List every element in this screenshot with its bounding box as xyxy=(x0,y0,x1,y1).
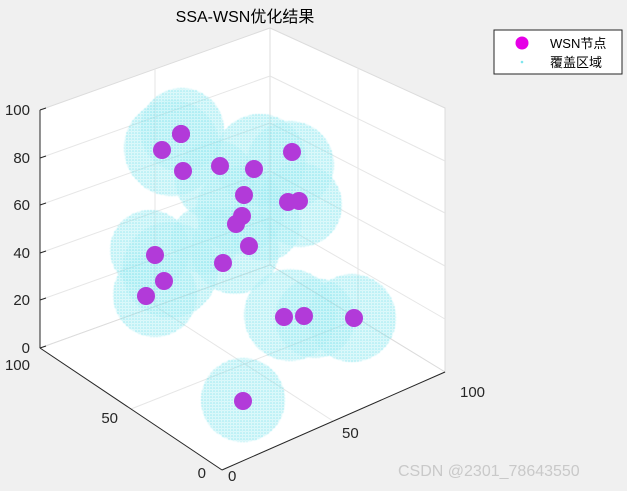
wsn-node-marker xyxy=(227,215,245,233)
axis-lines xyxy=(39,110,446,471)
z-axis: 0 20 40 60 80 100 xyxy=(5,102,47,357)
wsn-node-marker xyxy=(275,308,293,326)
wsn-node-marker xyxy=(172,125,190,143)
legend: WSN节点 覆盖区域 xyxy=(493,29,623,75)
legend-marker-coverage xyxy=(520,60,524,64)
legend-box xyxy=(493,29,623,75)
coverage-region xyxy=(113,253,197,337)
z-tick-label: 100 xyxy=(5,102,30,119)
z-tick-label: 0 xyxy=(22,340,30,357)
coverage-region xyxy=(175,140,255,220)
wsn-node-marker xyxy=(234,392,252,410)
wsn-node-marker xyxy=(174,162,192,180)
wsn-node-marker xyxy=(345,309,363,327)
wsn-node-marker xyxy=(155,272,173,290)
y-tick-label: 50 xyxy=(101,410,118,427)
wsn-node-marker xyxy=(235,186,253,204)
wsn-node-group xyxy=(137,125,363,410)
x-tick-label: 50 xyxy=(342,425,359,442)
z-tick-label: 60 xyxy=(13,197,30,214)
chart-title: SSA-WSN优化结果 xyxy=(176,8,315,26)
z-tick-label: 40 xyxy=(13,245,30,262)
x-tick-label: 0 xyxy=(228,468,236,485)
wsn-node-marker xyxy=(245,160,263,178)
wsn-node-marker xyxy=(137,287,155,305)
wsn-node-marker xyxy=(153,141,171,159)
watermark: CSDN @2301_78643550 xyxy=(398,463,580,480)
z-tick-label: 80 xyxy=(13,150,30,167)
legend-marker-wsn-node xyxy=(515,36,529,50)
wsn-node-marker xyxy=(240,237,258,255)
z-tick-label: 20 xyxy=(13,292,30,309)
wsn-node-marker xyxy=(295,307,313,325)
legend-label-wsn-node: WSN节点 xyxy=(550,36,606,51)
wsn-node-marker xyxy=(146,246,164,264)
x-axis: 0 50 100 xyxy=(228,384,485,485)
y-axis: 100 50 0 xyxy=(5,357,206,482)
x-tick-label: 100 xyxy=(460,384,485,401)
y-tick-label: 0 xyxy=(198,465,206,482)
wsn-node-marker xyxy=(290,192,308,210)
wsn-node-marker xyxy=(283,143,301,161)
wsn-node-marker xyxy=(214,254,232,272)
legend-label-coverage: 覆盖区域 xyxy=(550,55,602,70)
y-tick-label: 100 xyxy=(5,357,30,374)
wsn-node-marker xyxy=(211,157,229,175)
